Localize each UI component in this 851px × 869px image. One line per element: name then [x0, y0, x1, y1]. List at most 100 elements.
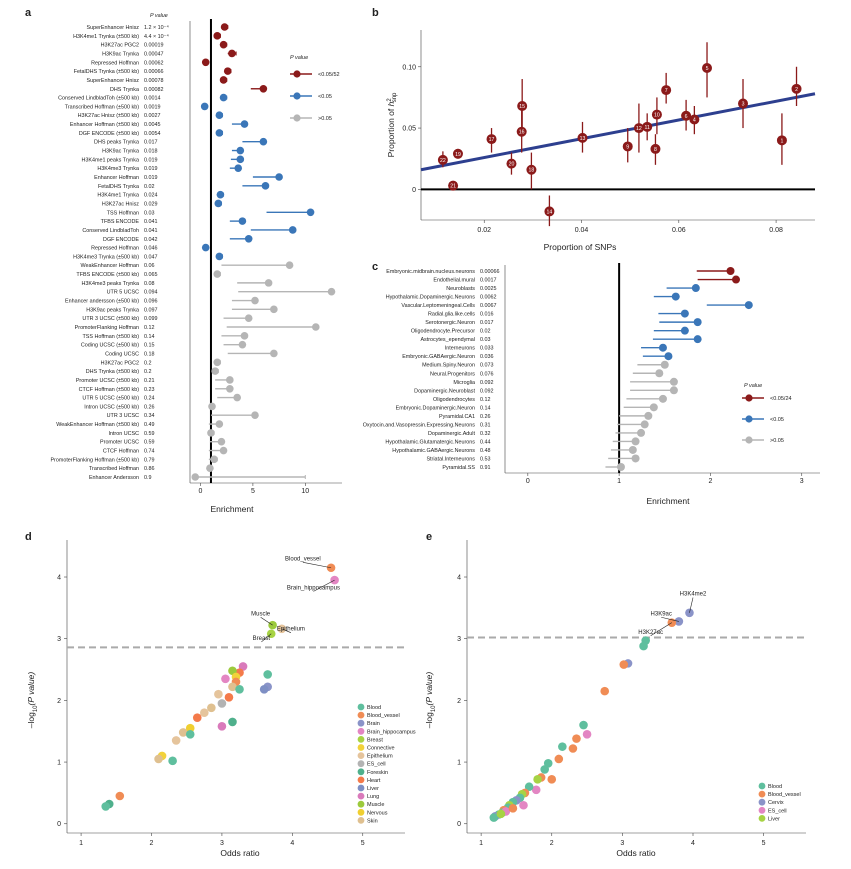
- pd-legend-marker: [357, 760, 365, 768]
- pc-estimate-point: [631, 437, 640, 446]
- pa-row-pvalue: 0.9: [144, 475, 152, 481]
- panel-b-point-label: 18: [529, 168, 535, 174]
- pa-estimate-point: [215, 420, 224, 428]
- pe-point: [600, 686, 610, 696]
- pa-row-label: Repressed Hoffman: [91, 246, 139, 252]
- pa-estimate-point: [207, 429, 215, 437]
- panel-b-regression-line: [420, 92, 816, 172]
- pa-estimate-point: [219, 76, 228, 84]
- pe-ytick-label: 1: [457, 760, 461, 767]
- pa-estimate-point: [306, 208, 315, 217]
- pe-point: [519, 800, 528, 810]
- panel-c-legend-title: P value: [744, 383, 762, 389]
- pa-row-pvalue: 0.019: [144, 157, 158, 163]
- pe-annotation-label: H3K9ac: [651, 611, 672, 617]
- pe-annotation-leader: [661, 616, 679, 622]
- pd-ytick-label: 3: [57, 636, 61, 643]
- pe-xtick-label: 5: [762, 840, 766, 847]
- panel-b-point-label: 20: [509, 162, 515, 168]
- pe-point: [554, 754, 564, 764]
- pa-row-pvalue: 0.0054: [144, 131, 161, 137]
- pd-legend-marker: [357, 744, 365, 751]
- pd-point: [214, 689, 223, 699]
- pd-point: [228, 717, 237, 727]
- pa-row-label: SuperEnhancer Hnisz: [87, 25, 140, 31]
- pa-estimate-point: [244, 314, 253, 322]
- panel-b-xtick-label: 0.02: [477, 227, 491, 234]
- pa-row-label: Enhancer Hoffman (±500 kb): [70, 122, 139, 128]
- pd-ytick-label: 2: [57, 698, 61, 705]
- pa-row-label: H3K4me3 peaks Trynka: [81, 281, 139, 287]
- pa-row-pvalue: 0.00078: [144, 78, 164, 84]
- panel-b-point-label: 13: [580, 136, 586, 142]
- pc-row-label: Pyramidal.CA1: [439, 414, 475, 420]
- pa-estimate-point: [327, 287, 336, 296]
- pa-row-pvalue: 0.23: [144, 387, 155, 393]
- pa-row-label: UTR 5 UCSC (±500 kb): [82, 396, 139, 402]
- pd-point: [221, 674, 230, 684]
- pa-row-label: TFBS ENCODE (±500 kb): [76, 272, 139, 278]
- pa-row-pvalue: 0.065: [144, 272, 158, 278]
- pd-legend-label: Lung: [367, 794, 379, 800]
- pe-legend-label: ES_cell: [768, 808, 787, 814]
- pa-row-label: CTCF Hoffman: [103, 449, 139, 455]
- pc-row-pvalue: 0.076: [480, 371, 494, 377]
- pa-row-label: WeakEnhancer Hoffman (±500 kb): [56, 422, 139, 428]
- pa-estimate-point: [217, 437, 226, 446]
- pd-xtick-label: 1: [79, 840, 83, 847]
- pa-estimate-point: [215, 111, 224, 120]
- pc-row-pvalue: 0.0017: [480, 278, 497, 284]
- pd-point: [268, 620, 277, 630]
- pa-row-pvalue: 0.041: [144, 219, 158, 225]
- pc-row-pvalue: 0.073: [480, 363, 494, 369]
- pa-estimate-point: [215, 252, 224, 261]
- panel-e-scatter: Odds ratio –log10(P value) 1 2 3 4 5 0 1 2 3 4 H3K…: [424, 540, 806, 858]
- pd-ytick-label: 4: [57, 575, 61, 582]
- panel-b-point-label: 16: [519, 130, 525, 136]
- pc-xtick-label: 0: [526, 478, 530, 485]
- pa-row-pvalue: 0.096: [144, 299, 158, 305]
- pa-row-label: CTCF Hoffman (±500 kb): [79, 387, 140, 393]
- pe-point: [579, 720, 588, 730]
- pa-row-label: Coding UCSC (±500 kb): [81, 343, 139, 349]
- pa-row-label: TFBS ENCODE: [101, 219, 140, 225]
- pe-point: [489, 813, 499, 822]
- pd-legend-marker: [357, 752, 365, 759]
- pc-row-label: Serotonergic.Neuron: [425, 320, 475, 326]
- pa-estimate-point: [219, 93, 228, 102]
- pe-point: [547, 775, 557, 784]
- pd-point: [330, 575, 339, 585]
- pd-legend-label: Brain_hippocampus: [367, 729, 416, 735]
- pe-xtick-label: 1: [479, 840, 483, 847]
- pc-row-label: Embryonic.midbrain.nucleus.neurons: [386, 269, 475, 275]
- pa-estimate-point: [240, 332, 249, 340]
- pc-row-label: Medium.Spiny.Neuron: [422, 363, 475, 369]
- panel-b-point-label: 3: [742, 102, 745, 108]
- panel-b-point-label: 6: [685, 114, 688, 120]
- pc-estimate-point: [744, 301, 753, 310]
- pa-row-pvalue: 0.08: [144, 281, 155, 287]
- pc-row-label: Pyramidal.SS: [442, 465, 475, 471]
- pa-legend-label: <0.05: [318, 94, 332, 100]
- pd-legend-label: ES_cell: [367, 762, 386, 768]
- pa-row-label: DHS Trynka: [110, 87, 139, 93]
- pa-row-pvalue: 0.21: [144, 378, 155, 384]
- pa-row-label: Repressed Hoffman: [91, 60, 139, 66]
- pc-row-label: Microglia: [453, 380, 475, 386]
- pd-annotation-label: Muscle: [251, 611, 271, 617]
- pe-xtick-label: 4: [691, 840, 695, 847]
- pc-row-pvalue: 0.017: [480, 320, 494, 326]
- pe-point: [540, 765, 549, 774]
- pa-row-label: UTR 3 UCSC (±500 kb): [82, 316, 139, 322]
- panel-a-xlabel: Enrichment: [211, 504, 255, 514]
- pa-estimate-point: [226, 384, 234, 393]
- pe-annotation-label: H3K27ac: [638, 630, 663, 636]
- pc-row-pvalue: 0.092: [480, 380, 494, 386]
- pc-row-pvalue: 0.48: [480, 448, 491, 454]
- pc-row-label: Oligodendrocytes: [433, 397, 475, 403]
- pa-estimate-point: [191, 473, 200, 481]
- panel-a-legend-title: P value: [290, 55, 308, 61]
- pc-estimate-point: [693, 335, 702, 344]
- pd-xtick-label: 5: [361, 840, 365, 847]
- panel-e-xlabel: Odds ratio: [616, 848, 655, 858]
